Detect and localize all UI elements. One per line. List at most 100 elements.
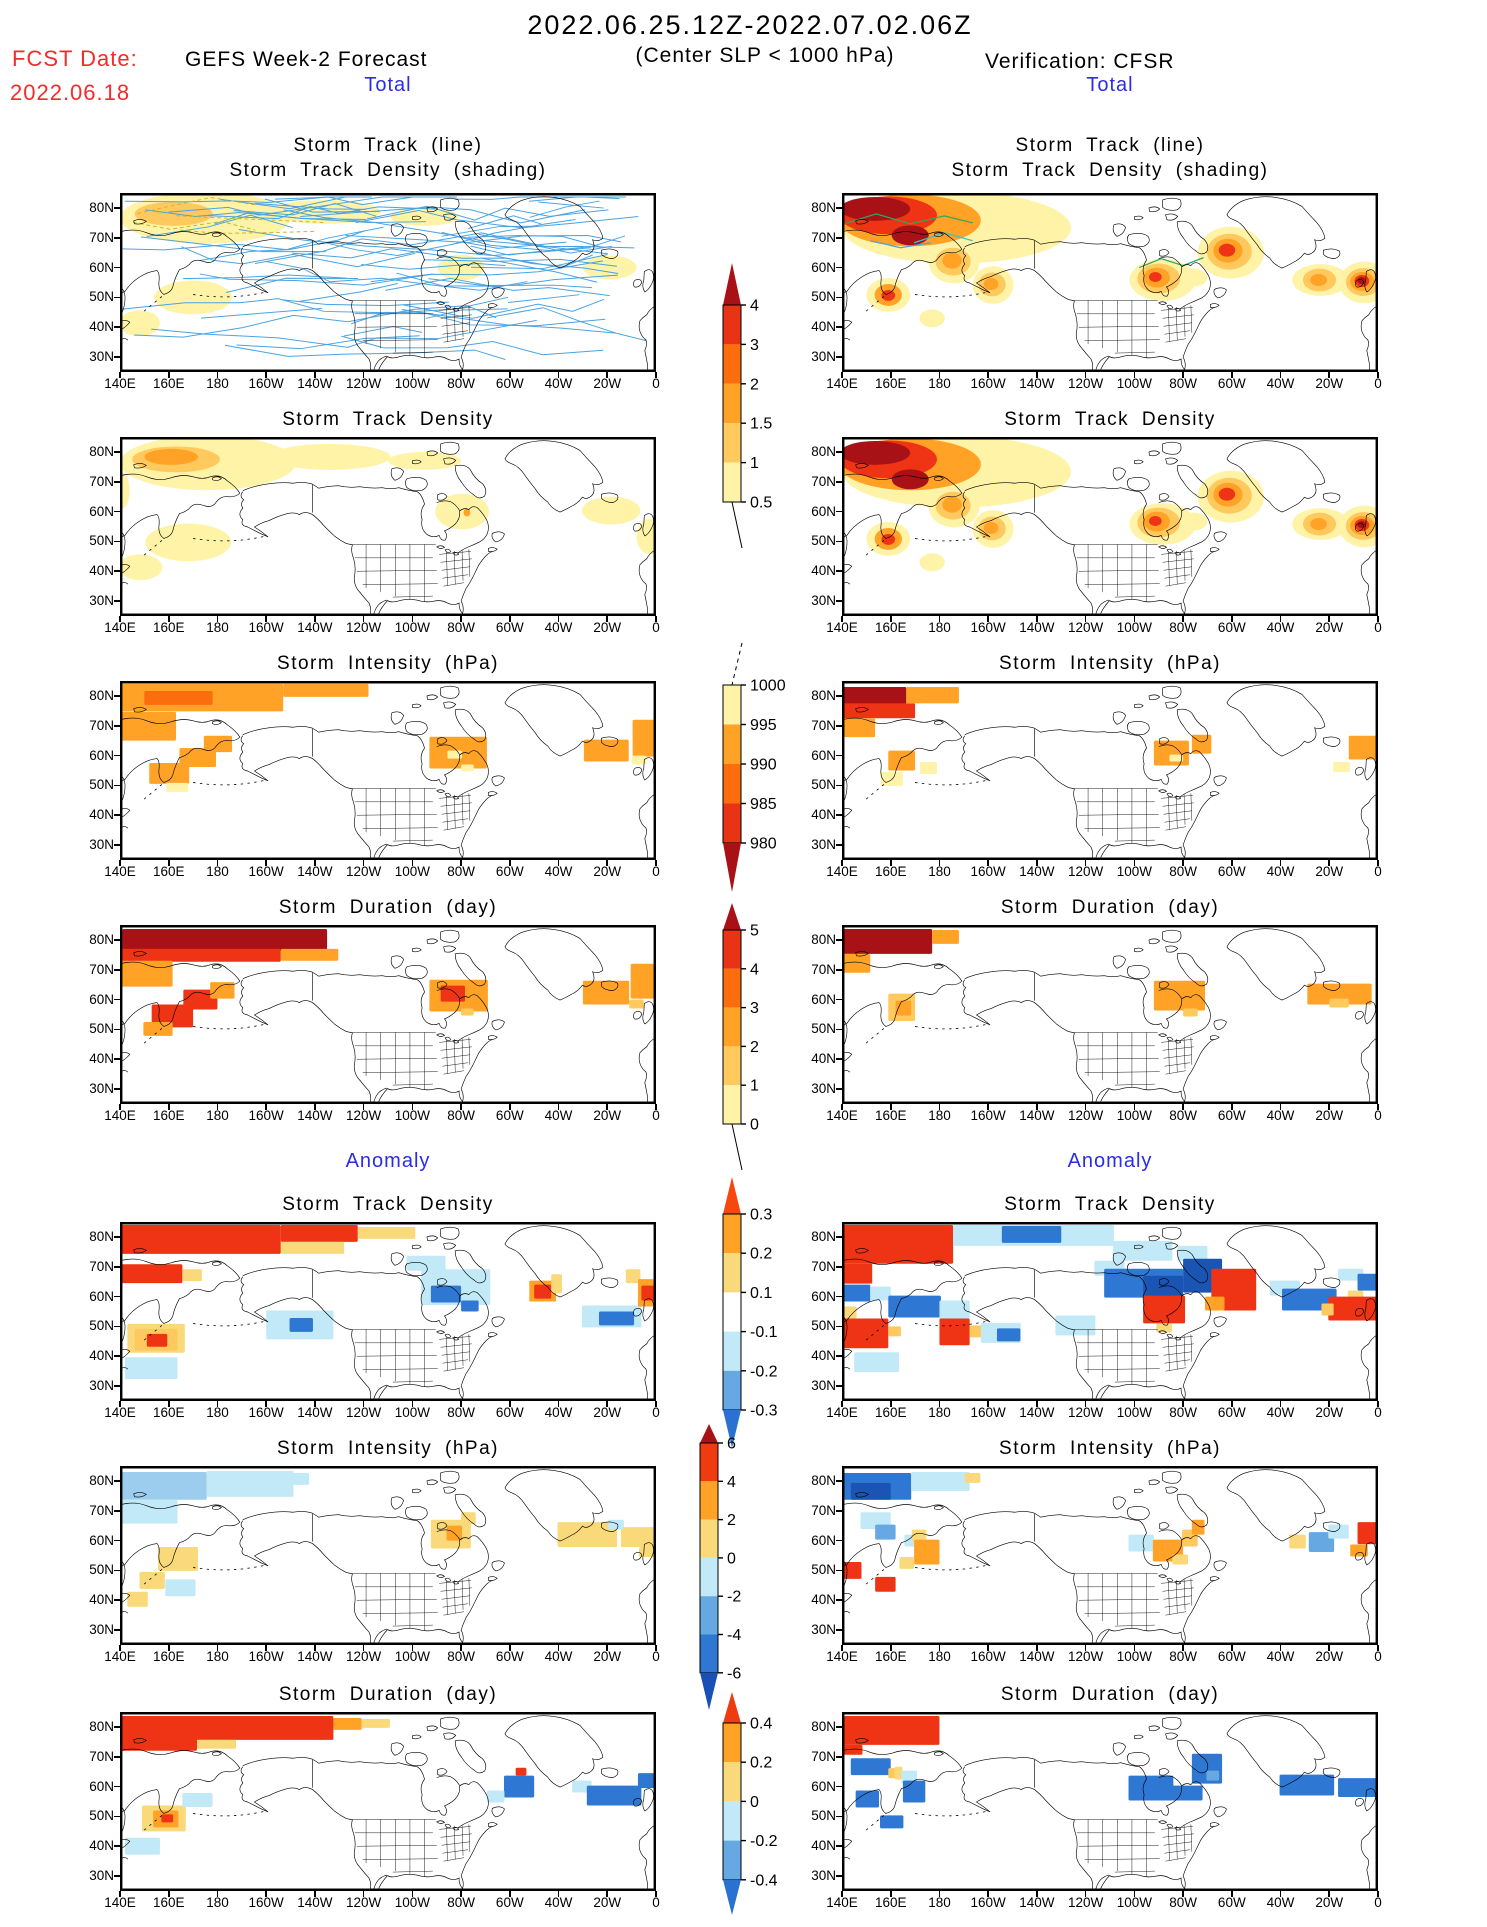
lon-label: 60W xyxy=(495,376,524,391)
fcst-date-label: FCST Date: xyxy=(12,46,138,71)
storm-track-line-member xyxy=(176,215,326,224)
lon-label: 20W xyxy=(593,1108,622,1123)
section-anomaly-left: Anomaly xyxy=(345,1150,431,1172)
lat-tick xyxy=(114,844,120,846)
shading-blob xyxy=(557,1522,618,1548)
lon-tick xyxy=(1328,1104,1331,1110)
shading-blob xyxy=(1338,1778,1378,1798)
lon-label: 120W xyxy=(345,1108,382,1123)
lon-tick xyxy=(1377,1645,1379,1651)
coastline xyxy=(1165,457,1179,465)
state-borders xyxy=(1074,1329,1194,1387)
lon-tick xyxy=(1279,372,1282,378)
shading-blob xyxy=(911,1471,970,1491)
lon-tick xyxy=(606,1104,609,1110)
coastline xyxy=(120,1258,241,1324)
lon-label: 140E xyxy=(826,864,858,879)
coastline xyxy=(420,1532,489,1572)
section-anomaly-right: Anomaly xyxy=(1067,1150,1153,1172)
island-chain xyxy=(915,1023,989,1030)
lat-tick xyxy=(836,1539,842,1542)
coastline xyxy=(1360,1824,1378,1891)
lat-tick xyxy=(114,1539,120,1542)
map-canvas-verif-intensity xyxy=(842,681,1378,860)
map-canvas-fcst-track-line xyxy=(120,193,656,372)
lat-label: 50N xyxy=(89,289,114,305)
coastline xyxy=(373,1874,388,1891)
coastline xyxy=(1162,441,1182,455)
coastline xyxy=(1360,1037,1378,1104)
island-chain xyxy=(141,1815,163,1833)
coastline xyxy=(212,1505,222,1510)
coastline xyxy=(1159,737,1170,745)
coastline xyxy=(633,523,643,532)
lon-label: 0 xyxy=(652,376,660,391)
coastline xyxy=(1158,744,1182,755)
shading-blob xyxy=(1357,1273,1378,1291)
coastline xyxy=(642,269,654,293)
map-border xyxy=(120,681,656,860)
coastline xyxy=(212,1751,222,1756)
lat-label: 50N xyxy=(89,1318,114,1334)
lon-tick xyxy=(460,616,462,622)
shading-blob xyxy=(138,1477,198,1495)
coastline xyxy=(452,1040,460,1044)
coastline xyxy=(120,319,131,331)
lon-tick xyxy=(167,372,170,378)
lon-tick xyxy=(557,860,560,866)
lon-tick xyxy=(1133,1104,1136,1110)
colorbar-tick-label: 2 xyxy=(750,1039,759,1056)
island-chain xyxy=(915,1810,989,1817)
lon-label: 40W xyxy=(544,1895,573,1910)
coastline xyxy=(1355,1308,1365,1317)
lon-label: 0 xyxy=(1374,376,1382,391)
colorbar-tick-label: 3 xyxy=(750,337,759,354)
lon-label: 160E xyxy=(874,1895,907,1910)
coastline xyxy=(961,247,1094,372)
coastline xyxy=(1213,531,1227,543)
shading-blob xyxy=(144,690,213,705)
shading-blob xyxy=(842,1318,889,1349)
lon-label: 20W xyxy=(1315,1649,1344,1664)
coastline xyxy=(437,981,448,989)
coastline xyxy=(1127,1262,1150,1277)
lon-tick xyxy=(411,372,414,378)
lat-label: 40N xyxy=(811,1051,836,1067)
coastline xyxy=(390,1742,404,1756)
shading-blob xyxy=(1143,1295,1186,1324)
colorbar-tick-label: 4 xyxy=(727,1474,736,1491)
storm-track-line xyxy=(233,203,377,217)
lat-tick xyxy=(836,480,842,483)
lon-tick xyxy=(1036,1891,1038,1897)
lon-label: 20W xyxy=(593,1895,622,1910)
shading-blob xyxy=(1055,1315,1096,1336)
lon-tick xyxy=(265,616,267,622)
coastline xyxy=(1159,1278,1170,1286)
coastline xyxy=(486,1039,493,1044)
lon-tick xyxy=(557,372,560,378)
colorbar-segment xyxy=(700,1634,718,1673)
lon-label: 180 xyxy=(206,1405,229,1420)
coastline xyxy=(452,1581,460,1585)
lat-label: 80N xyxy=(89,931,114,947)
lat-label: 70N xyxy=(811,473,836,489)
coastline xyxy=(842,1561,848,1588)
colorbar-tick-label: 0.2 xyxy=(750,1246,772,1263)
coastline xyxy=(1364,1001,1376,1025)
shading-blob xyxy=(182,1793,213,1807)
lat-tick xyxy=(114,1875,120,1877)
lat-tick xyxy=(114,1058,120,1061)
shading-blob xyxy=(1333,762,1350,772)
coastline xyxy=(842,717,963,783)
lat-tick xyxy=(836,1629,842,1631)
shading-blob xyxy=(430,1285,462,1303)
lon-tick xyxy=(362,860,365,866)
coastline xyxy=(242,1267,425,1290)
lon-tick xyxy=(314,372,316,378)
lat-label: 80N xyxy=(811,931,836,947)
shading-blob xyxy=(620,1527,656,1548)
shading-blob xyxy=(942,496,962,513)
lon-tick xyxy=(1231,1104,1233,1110)
shading-blob xyxy=(1128,1534,1154,1552)
shading-blob xyxy=(582,980,630,1005)
